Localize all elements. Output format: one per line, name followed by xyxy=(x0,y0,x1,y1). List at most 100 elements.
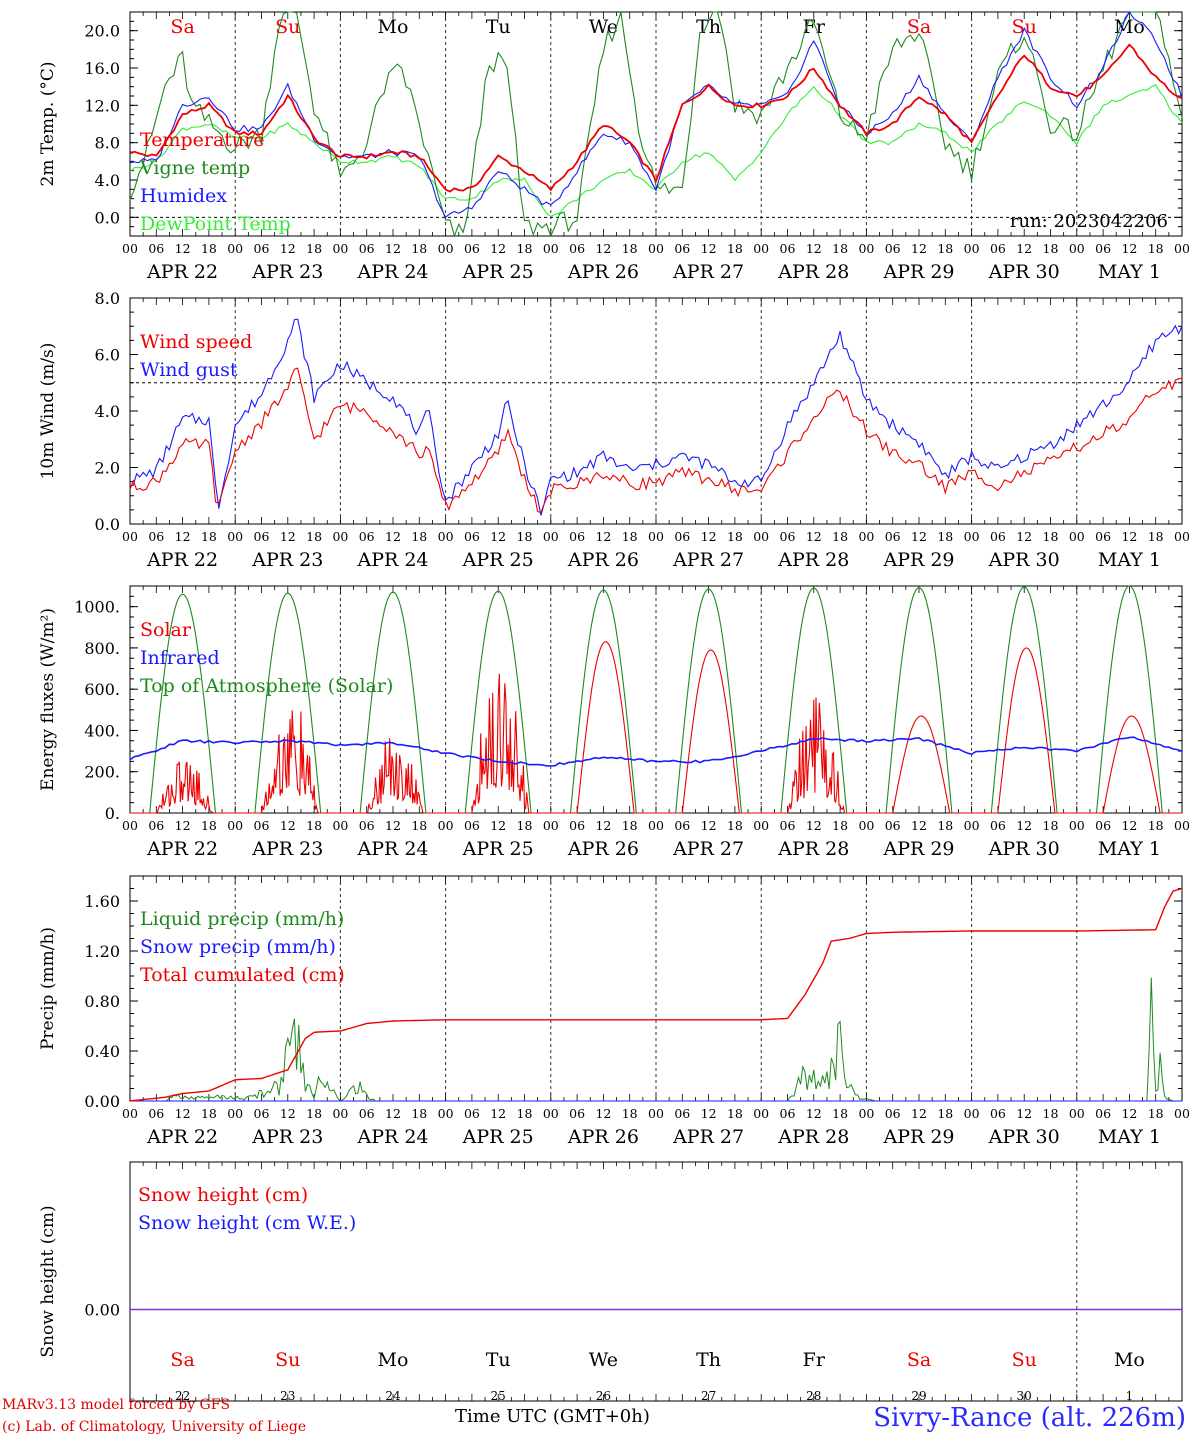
series-wind-speed xyxy=(129,367,1183,514)
model-credit-1: MARv3.13 model forced by GFS xyxy=(2,1397,231,1413)
hour-tick-label: 12 xyxy=(1016,241,1032,256)
weekday-label-bottom: We xyxy=(589,1349,618,1371)
hour-tick-label: 00 xyxy=(1174,529,1190,544)
hour-tick-label: 06 xyxy=(569,818,585,833)
date-label: APR 24 xyxy=(356,261,428,283)
hour-tick-label: 06 xyxy=(148,529,164,544)
y-tick-label: 0.0 xyxy=(95,208,120,227)
hour-tick-label: 12 xyxy=(280,529,296,544)
hour-tick-label: 06 xyxy=(990,241,1006,256)
legend-snow-height-cm-: Snow height (cm) xyxy=(138,1184,308,1206)
legend-liquid-precip-mm-h-: Liquid precip (mm/h) xyxy=(140,908,344,930)
weekday-label: Sa xyxy=(907,16,931,38)
legend-snow-height-cm-w-e-: Snow height (cm W.E.) xyxy=(138,1212,356,1234)
hour-tick-label: 06 xyxy=(254,1106,270,1121)
hour-tick-label: 06 xyxy=(990,1106,1006,1121)
legend-solar: Solar xyxy=(140,619,192,641)
y-tick-label: 8.0 xyxy=(95,134,120,153)
series-temperature xyxy=(129,43,1183,193)
hour-tick-label: 06 xyxy=(1095,241,1111,256)
hour-tick-label: 18 xyxy=(517,241,533,256)
hour-tick-label: 12 xyxy=(490,1106,506,1121)
date-label: APR 23 xyxy=(251,838,323,860)
hour-tick-label: 06 xyxy=(1095,1106,1111,1121)
hour-tick-label: 06 xyxy=(359,241,375,256)
hour-tick-label: 18 xyxy=(1148,818,1164,833)
hour-tick-label: 12 xyxy=(911,529,927,544)
hour-tick-label: 12 xyxy=(1016,1106,1032,1121)
hour-tick-label: 06 xyxy=(464,1106,480,1121)
hour-tick-label: 06 xyxy=(674,529,690,544)
hour-tick-label: 00 xyxy=(964,241,980,256)
hour-tick-label: 06 xyxy=(990,818,1006,833)
hour-tick-label: 06 xyxy=(464,241,480,256)
hour-tick-label: 18 xyxy=(201,241,217,256)
hour-tick-label: 00 xyxy=(753,818,769,833)
hour-tick-label: 18 xyxy=(306,818,322,833)
hour-tick-label: 12 xyxy=(490,818,506,833)
y-tick-label: 800. xyxy=(84,639,120,658)
hour-tick-label: 06 xyxy=(148,818,164,833)
date-label: APR 26 xyxy=(567,261,639,283)
weekday-label-bottom: Th xyxy=(696,1349,721,1371)
hour-tick-label: 00 xyxy=(964,1106,980,1121)
hour-tick-label: 18 xyxy=(622,529,638,544)
hour-tick-label: 18 xyxy=(622,1106,638,1121)
hour-tick-label: 12 xyxy=(595,529,611,544)
hour-tick-label: 12 xyxy=(280,241,296,256)
hour-tick-label: 00 xyxy=(332,241,348,256)
hour-tick-label: 06 xyxy=(674,818,690,833)
panel-frame-1 xyxy=(129,11,1183,237)
hour-tick-label: 18 xyxy=(1043,818,1059,833)
hour-tick-label: 12 xyxy=(385,818,401,833)
hour-tick-label: 00 xyxy=(648,1106,664,1121)
hour-tick-label: 00 xyxy=(122,1106,138,1121)
date-label: APR 27 xyxy=(672,549,744,571)
series-vigne-temp xyxy=(129,11,1183,238)
date-label: MAY 1 xyxy=(1098,549,1161,571)
y-tick-label: 0.40 xyxy=(84,1042,120,1061)
hour-tick-label: 00 xyxy=(543,818,559,833)
date-label: APR 23 xyxy=(251,1126,323,1148)
hour-tick-label: 18 xyxy=(1148,1106,1164,1121)
hour-tick-label: 00 xyxy=(227,1106,243,1121)
hour-tick-label: 18 xyxy=(1043,1106,1059,1121)
hour-tick-label: 12 xyxy=(701,1106,717,1121)
weekday-label-bottom: Sa xyxy=(907,1349,931,1371)
hour-tick-label: 00 xyxy=(753,1106,769,1121)
hour-tick-label: 06 xyxy=(1095,818,1111,833)
date-label: APR 27 xyxy=(672,838,744,860)
hour-tick-label: 18 xyxy=(832,818,848,833)
date-label: APR 30 xyxy=(988,549,1060,571)
hour-tick-label: 12 xyxy=(701,241,717,256)
y-axis-label-3: Energy fluxes (W/m²) xyxy=(38,608,58,791)
y-tick-label: 1.20 xyxy=(84,942,120,961)
y-axis-label-5: Snow height (cm) xyxy=(38,1205,58,1357)
hour-tick-label: 18 xyxy=(517,529,533,544)
day-number-label: 23 xyxy=(280,1389,295,1403)
hour-tick-label: 00 xyxy=(543,529,559,544)
hour-tick-label: 18 xyxy=(622,241,638,256)
hour-tick-label: 06 xyxy=(780,529,796,544)
hour-tick-label: 12 xyxy=(911,241,927,256)
hour-tick-label: 12 xyxy=(385,1106,401,1121)
hour-tick-label: 12 xyxy=(175,818,191,833)
hour-tick-label: 12 xyxy=(175,1106,191,1121)
hour-tick-label: 12 xyxy=(1121,818,1137,833)
hour-tick-label: 12 xyxy=(1121,241,1137,256)
hour-tick-label: 06 xyxy=(780,818,796,833)
date-label: APR 25 xyxy=(462,838,534,860)
hour-tick-label: 06 xyxy=(885,529,901,544)
y-tick-label: 4.0 xyxy=(95,402,120,421)
hour-tick-label: 00 xyxy=(1174,1106,1190,1121)
weekday-label-bottom: Sa xyxy=(170,1349,194,1371)
legend-temperature: Temperature xyxy=(140,129,264,151)
date-label: APR 28 xyxy=(777,261,849,283)
hour-tick-label: 18 xyxy=(727,241,743,256)
hour-tick-label: 00 xyxy=(1069,1106,1085,1121)
date-label: APR 28 xyxy=(777,838,849,860)
hour-tick-label: 12 xyxy=(1121,1106,1137,1121)
location-title: Sivry-Rance (alt. 226m) xyxy=(873,1403,1186,1433)
day-number-label: 24 xyxy=(385,1389,401,1403)
legend-dewpoint-temp: DewPoint Temp xyxy=(140,213,291,235)
